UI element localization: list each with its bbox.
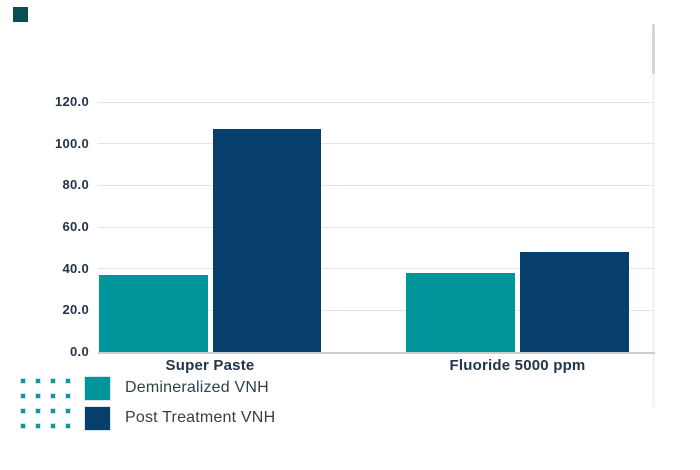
y-axis-tick-label: 20.0 (62, 302, 89, 318)
gridline (98, 101, 655, 103)
accent-dot (65, 408, 71, 414)
accent-dot (20, 378, 26, 384)
y-axis-tick-label: 0.0 (70, 344, 89, 359)
gridline (98, 268, 655, 270)
y-axis-tick-label: 100.0 (54, 135, 89, 151)
accent-dot (20, 423, 26, 429)
accent-dot (20, 393, 26, 399)
accent-dot (50, 408, 56, 414)
bar-group-super-paste (99, 102, 321, 352)
legend-item: Post Treatment VNH (84, 405, 275, 431)
accent-dot (65, 423, 71, 429)
y-axis-tick-label: 60.0 (62, 219, 89, 234)
legend-swatch-demineralized-vnh (84, 375, 111, 401)
gridline (98, 143, 655, 145)
bar-group-fluoride-5000-ppm (406, 102, 629, 352)
corner-accent-square (13, 7, 28, 22)
legend-label-demineralized-vnh: Demineralized VNH (125, 379, 269, 396)
accent-dot (65, 378, 71, 384)
accent-dot (35, 408, 41, 414)
y-axis-tick-label: 80.0 (62, 177, 89, 193)
x-axis-label-fluoride-5000-ppm: Fluoride 5000 ppm (449, 357, 586, 374)
dot-grid-accent (20, 378, 71, 429)
bar-demineralized-vnh-super-paste (99, 274, 208, 352)
x-axis-baseline (98, 352, 655, 354)
accent-dot (50, 423, 56, 429)
accent-dot (50, 378, 56, 384)
gridline (98, 184, 655, 186)
gridline (98, 226, 655, 228)
chart-legend: Demineralized VNH Post Treatment VNH (84, 375, 275, 431)
scrollbar-track[interactable] (652, 24, 655, 407)
accent-dot (35, 393, 41, 399)
bar-post-treatment-vnh-super-paste (212, 129, 321, 352)
accent-dot (65, 393, 71, 399)
y-axis-tick-label: 120.0 (54, 94, 89, 109)
bar-demineralized-vnh-fluoride-5000-ppm (406, 272, 515, 352)
gridline (98, 309, 655, 311)
scrollbar-thumb[interactable] (652, 24, 655, 74)
accent-dot (35, 423, 41, 429)
accent-dot (20, 408, 26, 414)
legend-label-post-treatment-vnh: Post Treatment VNH (125, 409, 276, 426)
legend-item: Demineralized VNH (84, 375, 275, 401)
y-axis-tick-label: 40.0 (62, 260, 89, 276)
accent-dot (50, 393, 56, 399)
bar-post-treatment-vnh-fluoride-5000-ppm (520, 252, 629, 352)
x-axis-label-super-paste: Super Paste (165, 357, 255, 374)
legend-swatch-post-treatment-vnh (84, 405, 111, 431)
accent-dot (35, 378, 41, 384)
